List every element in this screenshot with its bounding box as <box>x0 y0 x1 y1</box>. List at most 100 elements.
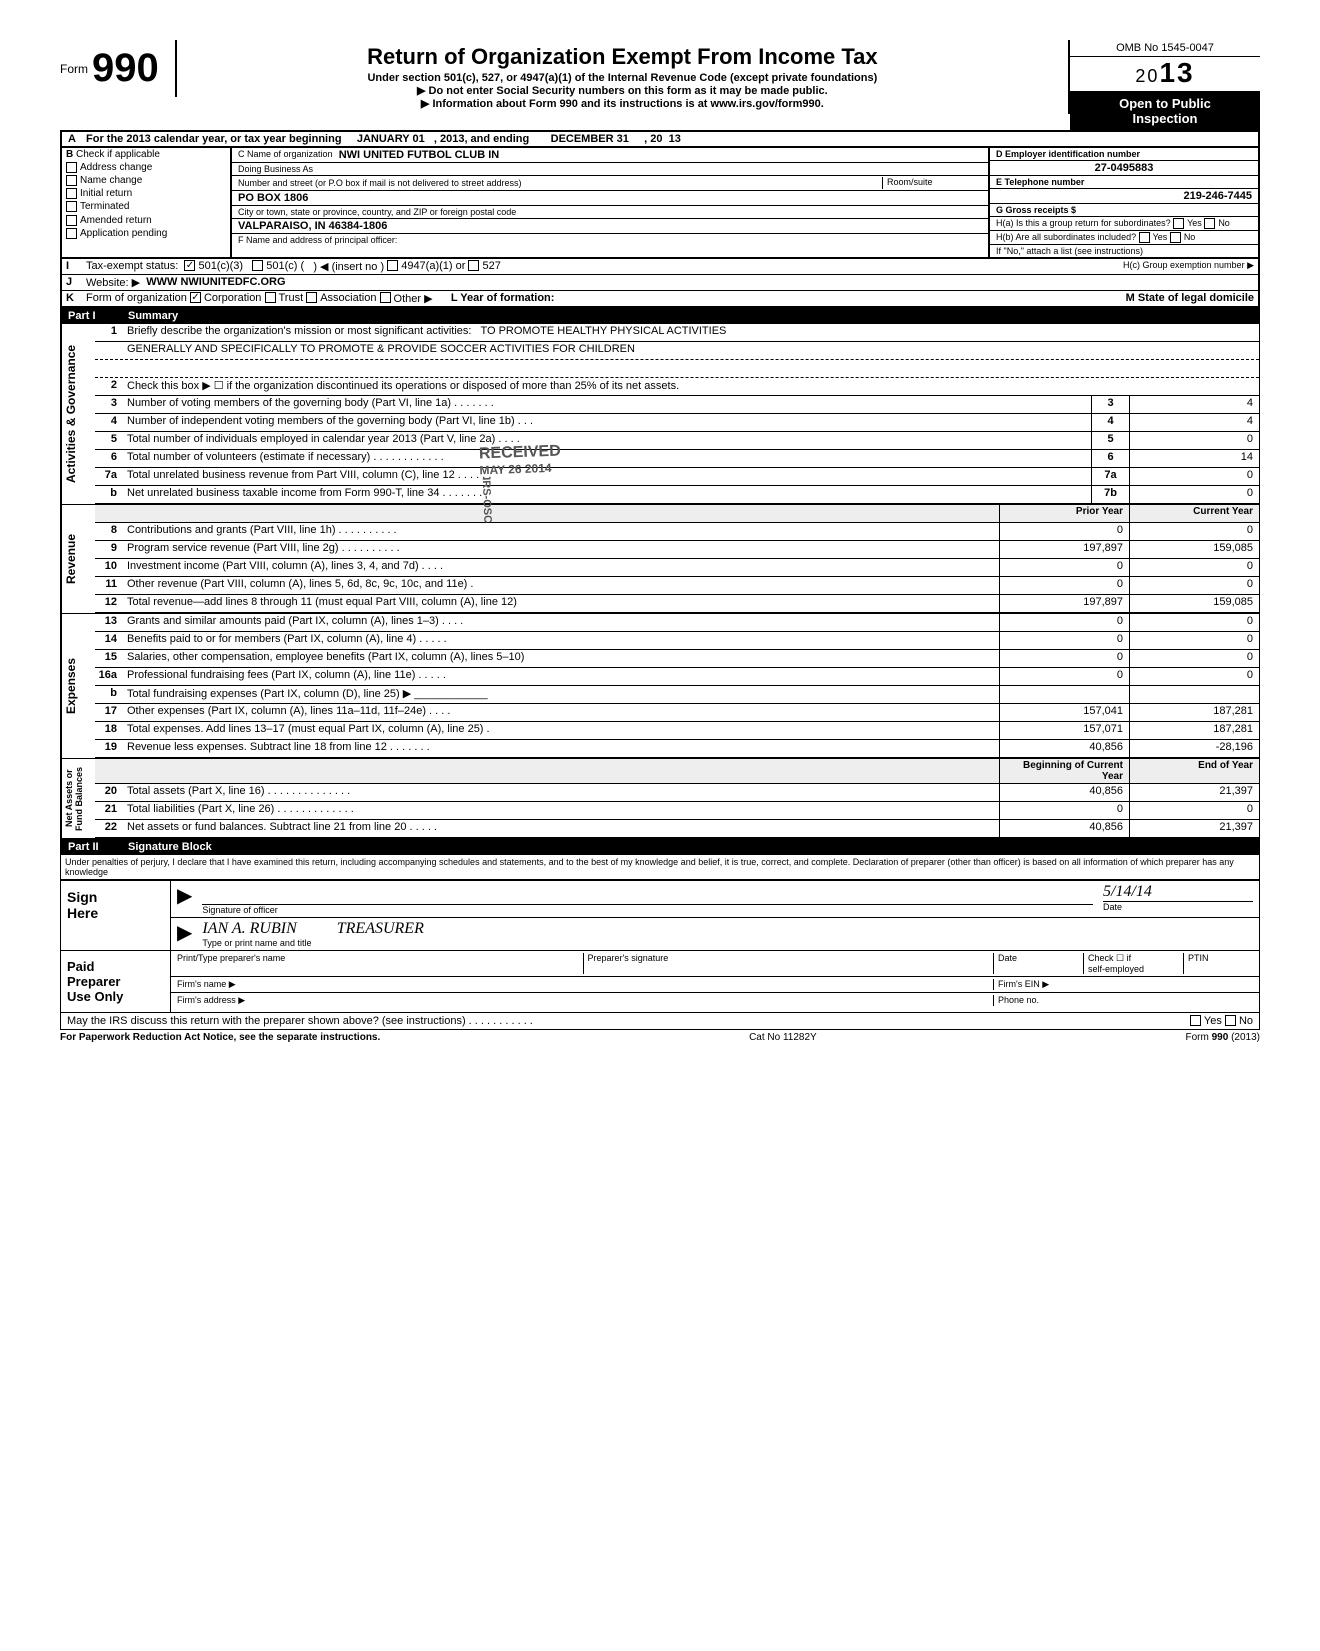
street-address: PO BOX 1806 <box>238 192 308 204</box>
subtitle-1: Under section 501(c), 527, or 4947(a)(1)… <box>183 72 1062 84</box>
line2: Check this box ▶ ☐ if the organization d… <box>123 378 1259 395</box>
k-assoc: Association <box>320 292 376 305</box>
line-a-content: For the 2013 calendar year, or tax year … <box>82 132 1258 146</box>
year-prefix: 20 <box>1135 66 1159 86</box>
section-activities: Activities & Governance 1 Briefly descri… <box>60 324 1260 505</box>
discuss-no-lbl: No <box>1239 1015 1253 1027</box>
perjury-text: Under penalties of perjury, I declare th… <box>60 855 1260 879</box>
line1a: Briefly describe the organization's miss… <box>127 325 471 337</box>
sign-here-label: Sign Here <box>61 881 171 950</box>
chk-amended[interactable]: Amended return <box>66 214 230 227</box>
chk-pending[interactable]: Application pending <box>66 227 230 240</box>
chk-address-change[interactable]: Address change <box>66 161 230 174</box>
discuss-no[interactable] <box>1225 1015 1236 1026</box>
k-other: Other ▶ <box>394 292 433 305</box>
discuss-yes-lbl: Yes <box>1204 1015 1222 1027</box>
summary-row: 12Total revenue—add lines 8 through 11 (… <box>95 595 1259 613</box>
discuss-yes[interactable] <box>1190 1015 1201 1026</box>
k-m: M State of legal domicile <box>1126 292 1254 305</box>
room-label: Room/suite <box>882 177 982 189</box>
line-a-begin: JANUARY 01 <box>357 133 425 145</box>
opt-address: Address change <box>80 162 152 173</box>
pp-name-label: Print/Type preparer's name <box>177 953 583 974</box>
line-a-tail: , 20 <box>644 133 662 145</box>
chk-corp[interactable] <box>190 292 201 303</box>
form-number-block: Form 990 <box>60 40 177 97</box>
subtitle-3: ▶ Information about Form 990 and its ins… <box>183 97 1062 110</box>
addr-label: Number and street (or P.O box if mail is… <box>238 178 521 188</box>
website-value: WWW NWIUNITEDFC.ORG <box>146 276 285 289</box>
chk-501c3[interactable] <box>184 260 195 271</box>
part2-num: Part II <box>68 841 128 853</box>
opt-initial: Initial return <box>80 188 132 199</box>
chk-501c[interactable] <box>252 260 263 271</box>
chk-other[interactable] <box>380 292 391 303</box>
col-b: B Check if applicable Address change Nam… <box>62 148 232 257</box>
hdr-prior: Prior Year <box>999 505 1129 522</box>
hb-yes-lbl: Yes <box>1153 232 1168 242</box>
omb-number: OMB No 1545-0047 <box>1070 40 1260 57</box>
subtitle-2: ▶ Do not enter Social Security numbers o… <box>183 84 1062 97</box>
g-label: G Gross receipts $ <box>990 204 1258 217</box>
vlabel-exp: Expenses <box>61 614 80 758</box>
chk-4947[interactable] <box>387 260 398 271</box>
i-heading: Tax-exempt status: <box>86 260 178 273</box>
vlabel-ag: Activities & Governance <box>61 324 80 504</box>
discuss-text: May the IRS discuss this return with the… <box>67 1015 1190 1027</box>
pp-date-label: Date <box>993 953 1083 974</box>
ha-no[interactable] <box>1204 218 1215 229</box>
year-digits: 13 <box>1159 57 1194 88</box>
i-501c: 501(c) ( <box>266 260 304 273</box>
omb-block: OMB No 1545-0047 2013 Open to Public Ins… <box>1070 40 1260 130</box>
col-c: C Name of organization NWI UNITED FUTBOL… <box>232 148 988 257</box>
line-a: A For the 2013 calendar year, or tax yea… <box>60 132 1260 148</box>
k-l: L Year of formation: <box>451 292 555 305</box>
ptin-label: PTIN <box>1183 953 1253 974</box>
dba-label: Doing Business As <box>238 164 313 174</box>
ha-text: H(a) Is this a group return for subordin… <box>996 218 1171 228</box>
chk-terminated[interactable]: Terminated <box>66 200 230 213</box>
hdr-beg: Beginning of Current Year <box>999 759 1129 783</box>
footer-left: For Paperwork Reduction Act Notice, see … <box>60 1032 380 1043</box>
footer-mid: Cat No 11282Y <box>749 1032 817 1043</box>
chk-initial[interactable]: Initial return <box>66 187 230 200</box>
chk-assoc[interactable] <box>306 292 317 303</box>
hb-no[interactable] <box>1170 232 1181 243</box>
summary-row: 7aTotal unrelated business revenue from … <box>95 468 1259 486</box>
summary-row: 18Total expenses. Add lines 13–17 (must … <box>95 722 1259 740</box>
chk-name-change[interactable]: Name change <box>66 174 230 187</box>
d-label: D Employer identification number <box>990 148 1258 161</box>
city-label: City or town, state or province, country… <box>238 207 516 217</box>
summary-row: 8Contributions and grants (Part VIII, li… <box>95 523 1259 541</box>
hb-yes[interactable] <box>1139 232 1150 243</box>
title-block: Return of Organization Exempt From Incom… <box>177 40 1070 114</box>
firm-phone-label: Phone no. <box>993 995 1253 1006</box>
line-i: I Tax-exempt status: 501(c)(3) 501(c) ( … <box>62 259 1258 275</box>
part-1-header: Part I Summary <box>60 308 1260 324</box>
summary-row: 21Total liabilities (Part X, line 26) . … <box>95 802 1259 820</box>
sig-date-value: 5/14/14 <box>1103 883 1253 902</box>
open-line1: Open to Public <box>1074 96 1256 111</box>
part2-title: Signature Block <box>128 841 212 853</box>
k-heading: Form of organization <box>86 292 187 305</box>
line-a-mid: , 2013, and ending <box>434 133 529 145</box>
line1-desc: Briefly describe the organization's miss… <box>123 324 1259 341</box>
officer-title: TREASURER <box>337 920 424 937</box>
b-heading: Check if applicable <box>76 149 160 160</box>
chk-527[interactable] <box>468 260 479 271</box>
firm-addr-label: Firm's address ▶ <box>177 995 993 1006</box>
f-label: F Name and address of principal officer: <box>238 235 397 245</box>
form-header: Form 990 Return of Organization Exempt F… <box>60 40 1260 132</box>
summary-row: 14Benefits paid to or for members (Part … <box>95 632 1259 650</box>
sig-date-label: Date <box>1103 902 1253 912</box>
chk-trust[interactable] <box>265 292 276 303</box>
tax-year: 2013 <box>1070 57 1260 92</box>
ha-yes[interactable] <box>1173 218 1184 229</box>
ein-value: 27-0495883 <box>990 161 1258 176</box>
summary-row: 6Total number of volunteers (estimate if… <box>95 450 1259 468</box>
page-footer: For Paperwork Reduction Act Notice, see … <box>60 1030 1260 1045</box>
sig-officer-label: Signature of officer <box>202 905 1093 915</box>
phone-value: 219-246-7445 <box>990 189 1258 204</box>
i-501c3: 501(c)(3) <box>198 260 243 273</box>
e-label: E Telephone number <box>990 176 1258 189</box>
